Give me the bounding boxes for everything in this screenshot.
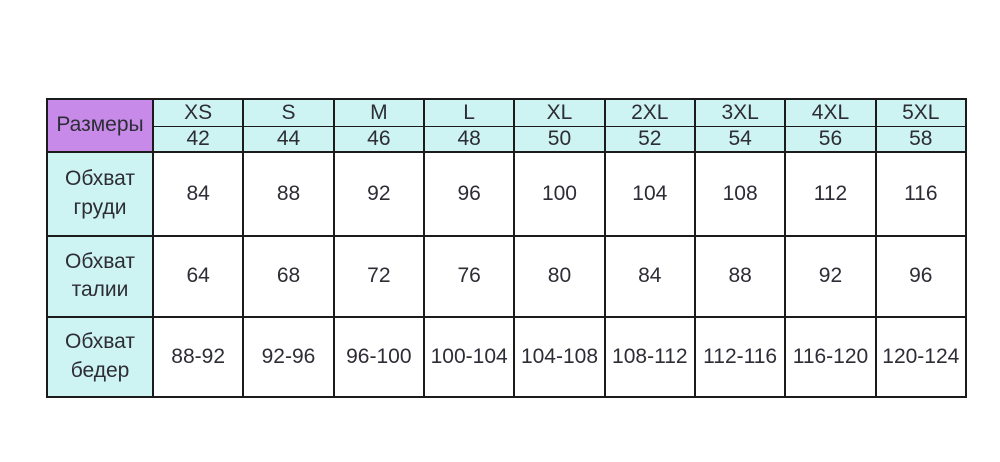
hips-value-cell: 112-116 <box>693 315 787 398</box>
corner-cell-sizes: Размеры <box>46 98 154 153</box>
hips-value-cell: 108-112 <box>603 315 696 398</box>
waist-value-cell: 92 <box>784 234 877 318</box>
row-label-waist: Обхват талии <box>46 234 154 318</box>
chest-value-cell: 96 <box>422 150 516 237</box>
size-label-cell: S <box>242 98 335 127</box>
size-number-cell: 44 <box>242 125 335 153</box>
waist-value-cell: 84 <box>603 234 696 318</box>
waist-value-cell: 76 <box>422 234 516 318</box>
size-chart-table: Размеры XS S M L XL 2XL 3XL 4XL 5XL 42 4… <box>46 98 968 398</box>
hips-value-cell: 104-108 <box>513 315 606 398</box>
waist-value-cell: 68 <box>242 234 335 318</box>
hips-value-cell: 96-100 <box>332 315 425 398</box>
hips-value-cell: 92-96 <box>242 315 335 398</box>
size-label-cell: M <box>332 98 425 127</box>
chest-value-cell: 116 <box>874 150 968 237</box>
header-row-size-numbers: 42 44 46 48 50 52 54 56 58 <box>47 125 968 153</box>
size-label-cell: 3XL <box>693 98 787 127</box>
size-number-cell: 58 <box>874 125 968 153</box>
size-label-cell: 5XL <box>874 98 968 127</box>
chest-value-cell: 112 <box>784 150 877 237</box>
row-hips: Обхват бедер 88-92 92-96 96-100 100-104 … <box>46 315 968 398</box>
chest-value-cell: 108 <box>693 150 787 237</box>
chest-value-cell: 100 <box>513 150 606 237</box>
size-number-cell: 46 <box>332 125 425 153</box>
row-label-hips: Обхват бедер <box>46 315 154 398</box>
waist-value-cell: 96 <box>874 234 968 318</box>
chest-value-cell: 92 <box>332 150 425 237</box>
header-row-size-labels: Размеры XS S M L XL 2XL 3XL 4XL 5XL <box>46 98 968 153</box>
size-number-cell: 50 <box>513 125 606 153</box>
size-number-cell: 52 <box>603 125 696 153</box>
row-label-chest: Обхват груди <box>46 150 154 237</box>
size-number-cell: 56 <box>784 125 877 153</box>
size-number-cell: 42 <box>151 125 245 153</box>
chest-value-cell: 84 <box>151 150 245 237</box>
size-number-cell: 54 <box>693 125 787 153</box>
size-label-cell: XS <box>151 98 245 127</box>
hips-value-cell: 120-124 <box>874 315 968 398</box>
size-label-cell: L <box>422 98 516 127</box>
size-number-cell: 48 <box>422 125 516 153</box>
chest-value-cell: 88 <box>242 150 335 237</box>
waist-value-cell: 80 <box>513 234 606 318</box>
size-label-cell: XL <box>513 98 606 127</box>
row-waist: Обхват талии 64 68 72 76 80 84 88 92 96 <box>46 234 968 318</box>
chest-value-cell: 104 <box>603 150 696 237</box>
hips-value-cell: 100-104 <box>422 315 516 398</box>
waist-value-cell: 64 <box>151 234 245 318</box>
hips-value-cell: 88-92 <box>151 315 245 398</box>
size-label-cell: 2XL <box>603 98 696 127</box>
row-chest: Обхват груди 84 88 92 96 100 104 108 112… <box>46 150 968 237</box>
size-label-cell: 4XL <box>784 98 877 127</box>
waist-value-cell: 72 <box>332 234 425 318</box>
hips-value-cell: 116-120 <box>784 315 877 398</box>
waist-value-cell: 88 <box>693 234 787 318</box>
